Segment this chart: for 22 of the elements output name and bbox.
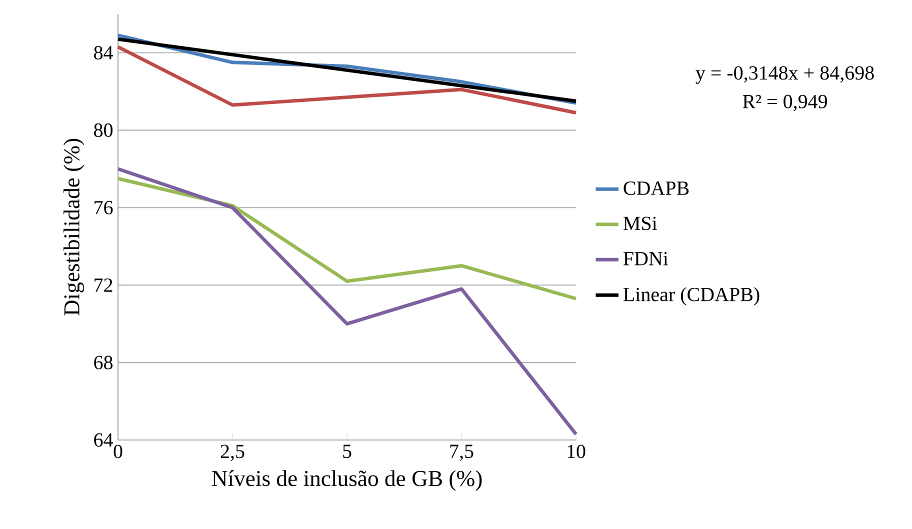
x-tick-label: 10 xyxy=(568,444,586,458)
x-tick-label: 5 xyxy=(343,444,352,458)
y-tick-label: 68 xyxy=(94,356,113,370)
x-axis-title: Níveis de inclusão de GB (%) xyxy=(212,470,482,491)
x-tick-label: 7,5 xyxy=(450,444,474,461)
y-tick-label: 80 xyxy=(94,123,113,137)
legend-label: MSi xyxy=(623,216,657,230)
y-tick-label: 84 xyxy=(94,46,113,60)
line-series xyxy=(116,45,578,114)
legend-label: FDNi xyxy=(623,252,668,266)
line-series xyxy=(116,176,578,300)
y-tick-label: 72 xyxy=(94,278,112,292)
x-tick-label: 2,5 xyxy=(220,444,244,462)
line-series xyxy=(116,167,578,436)
text: R² = 0,949 xyxy=(742,94,828,112)
y-tick-label: 64 xyxy=(94,433,113,447)
legend-label: Linear (CDAPB) xyxy=(623,287,760,306)
text: y = -0,3148x + 84,698 xyxy=(696,66,874,84)
legend-label: CDAPB xyxy=(624,181,689,195)
y-axis-title: Digestibilidade (%) xyxy=(64,138,84,316)
y-tick-label: 76 xyxy=(94,200,113,214)
x-tick-label: 0 xyxy=(114,444,122,458)
